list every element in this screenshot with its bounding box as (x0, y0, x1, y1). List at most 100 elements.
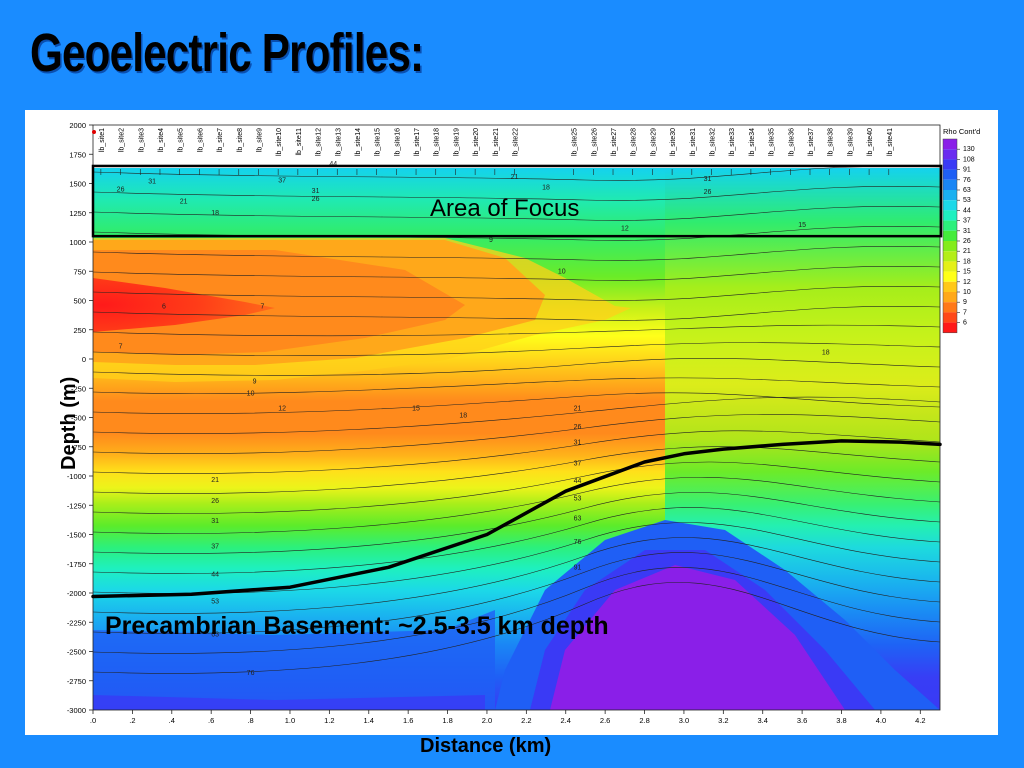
y-tick-label: 1750 (69, 150, 86, 159)
legend-value: 44 (963, 207, 971, 214)
contour-line (93, 414, 940, 454)
legend-swatch (943, 169, 957, 180)
x-tick-label: 1.0 (285, 716, 295, 725)
contour-line (93, 522, 940, 594)
contour-label: 18 (459, 413, 467, 420)
site-label: lb_site8 (237, 128, 244, 152)
y-tick-label: -2750 (67, 677, 86, 686)
contour-line (93, 377, 940, 394)
x-tick-label: 2.4 (561, 716, 571, 725)
legend-swatch (943, 312, 957, 323)
contour-label: 12 (621, 225, 629, 232)
site-label: lb_site16 (394, 128, 401, 156)
contour-line (93, 205, 940, 221)
basement-label: Precambrian Basement: ~2.5-3.5 km depth (105, 612, 609, 640)
contour-line (93, 552, 940, 634)
contour-label: 44 (211, 572, 219, 579)
site-label: lb_site20 (473, 128, 480, 156)
x-tick-label: 2.2 (521, 716, 531, 725)
legend-value: 6 (963, 320, 967, 327)
legend-value: 7 (963, 309, 967, 316)
contour-line (93, 461, 940, 514)
contour-line (93, 567, 940, 654)
contour-line (93, 430, 940, 474)
contour-label: 63 (211, 631, 219, 638)
site-label: lb_site6 (197, 128, 204, 152)
legend-swatch (943, 230, 957, 241)
y-tick-label: -1750 (67, 560, 86, 569)
x-tick-label: 3.2 (718, 716, 728, 725)
y-tick-label: -3000 (67, 706, 86, 715)
legend-value: 91 (963, 167, 971, 174)
legend-value: 76 (963, 177, 971, 184)
y-tick-label: 500 (73, 297, 86, 306)
contour-line (93, 582, 940, 674)
contour-line (93, 392, 940, 414)
legend-value: 108 (963, 156, 975, 163)
area-of-focus-box (91, 164, 943, 238)
slide-title: Geoelectric Profiles: (30, 23, 424, 83)
x-tick-label: .2 (129, 716, 135, 725)
site-label: lb_site12 (316, 128, 323, 156)
site-label: lb_site19 (453, 128, 460, 156)
contour-label: 26 (312, 196, 320, 203)
legend-title: Rho Cont'd (943, 127, 980, 136)
site-label: lb_site15 (375, 128, 382, 156)
contour-label: 7 (260, 304, 264, 311)
contour-label: 18 (822, 349, 830, 356)
y-axis-label: Depth (m) (58, 376, 80, 470)
legend-value: 10 (963, 289, 971, 296)
site-label: lb_site36 (788, 128, 795, 156)
contour-label: 31 (574, 439, 582, 446)
x-tick-label: 1.6 (403, 716, 413, 725)
x-tick-label: 3.8 (836, 716, 846, 725)
contour-line (93, 446, 940, 494)
contour-label: 21 (511, 174, 519, 181)
site-label: lb_site5 (178, 128, 185, 152)
legend-swatch (943, 281, 957, 292)
x-tick-label: .6 (208, 716, 214, 725)
contour-label: 53 (211, 599, 219, 606)
legend-swatch (943, 322, 957, 333)
x-tick-label: 4.0 (876, 716, 886, 725)
site-label: lb_site31 (690, 128, 697, 156)
legend-value: 9 (963, 299, 967, 306)
contour-label: 37 (278, 177, 286, 184)
contour-label: 18 (211, 210, 219, 217)
site-label: lb_site39 (847, 128, 854, 156)
x-tick-label: 4.2 (915, 716, 925, 725)
legend-swatch (943, 190, 957, 201)
legend-swatch (943, 261, 957, 272)
legend-value: 12 (963, 279, 971, 286)
y-tick-label: -250 (71, 384, 86, 393)
site-label: lb_site7 (217, 128, 224, 152)
contour-line (93, 185, 940, 201)
site-label: lb_site28 (631, 128, 638, 156)
contour-line (93, 507, 940, 574)
contour-label: 18 (542, 184, 550, 191)
site-label: lb_site11 (296, 128, 303, 156)
site-label: lb_site21 (493, 128, 500, 156)
contour-label: 21 (574, 405, 582, 412)
site-label: lb_site9 (256, 128, 263, 152)
red-marker-dot (92, 130, 96, 134)
site-label: lb_site2 (119, 128, 126, 152)
legend-value: 26 (963, 238, 971, 245)
legend-swatch (943, 139, 957, 150)
contour-line (93, 342, 940, 356)
site-label: lb_site41 (887, 128, 894, 156)
contour-label: 10 (558, 269, 566, 276)
legend-value: 53 (963, 197, 971, 204)
site-label: lb_site37 (808, 128, 815, 156)
y-tick-label: -500 (71, 414, 86, 423)
x-tick-label: 3.0 (679, 716, 689, 725)
x-tick-label: 2.8 (639, 716, 649, 725)
contour-line (93, 476, 940, 534)
contour-label: 37 (211, 544, 219, 551)
contour-label: 31 (211, 518, 219, 525)
legend-swatch (943, 159, 957, 170)
legend-value: 31 (963, 228, 971, 235)
legend-value: 21 (963, 248, 971, 255)
y-tick-label: -2000 (67, 589, 86, 598)
